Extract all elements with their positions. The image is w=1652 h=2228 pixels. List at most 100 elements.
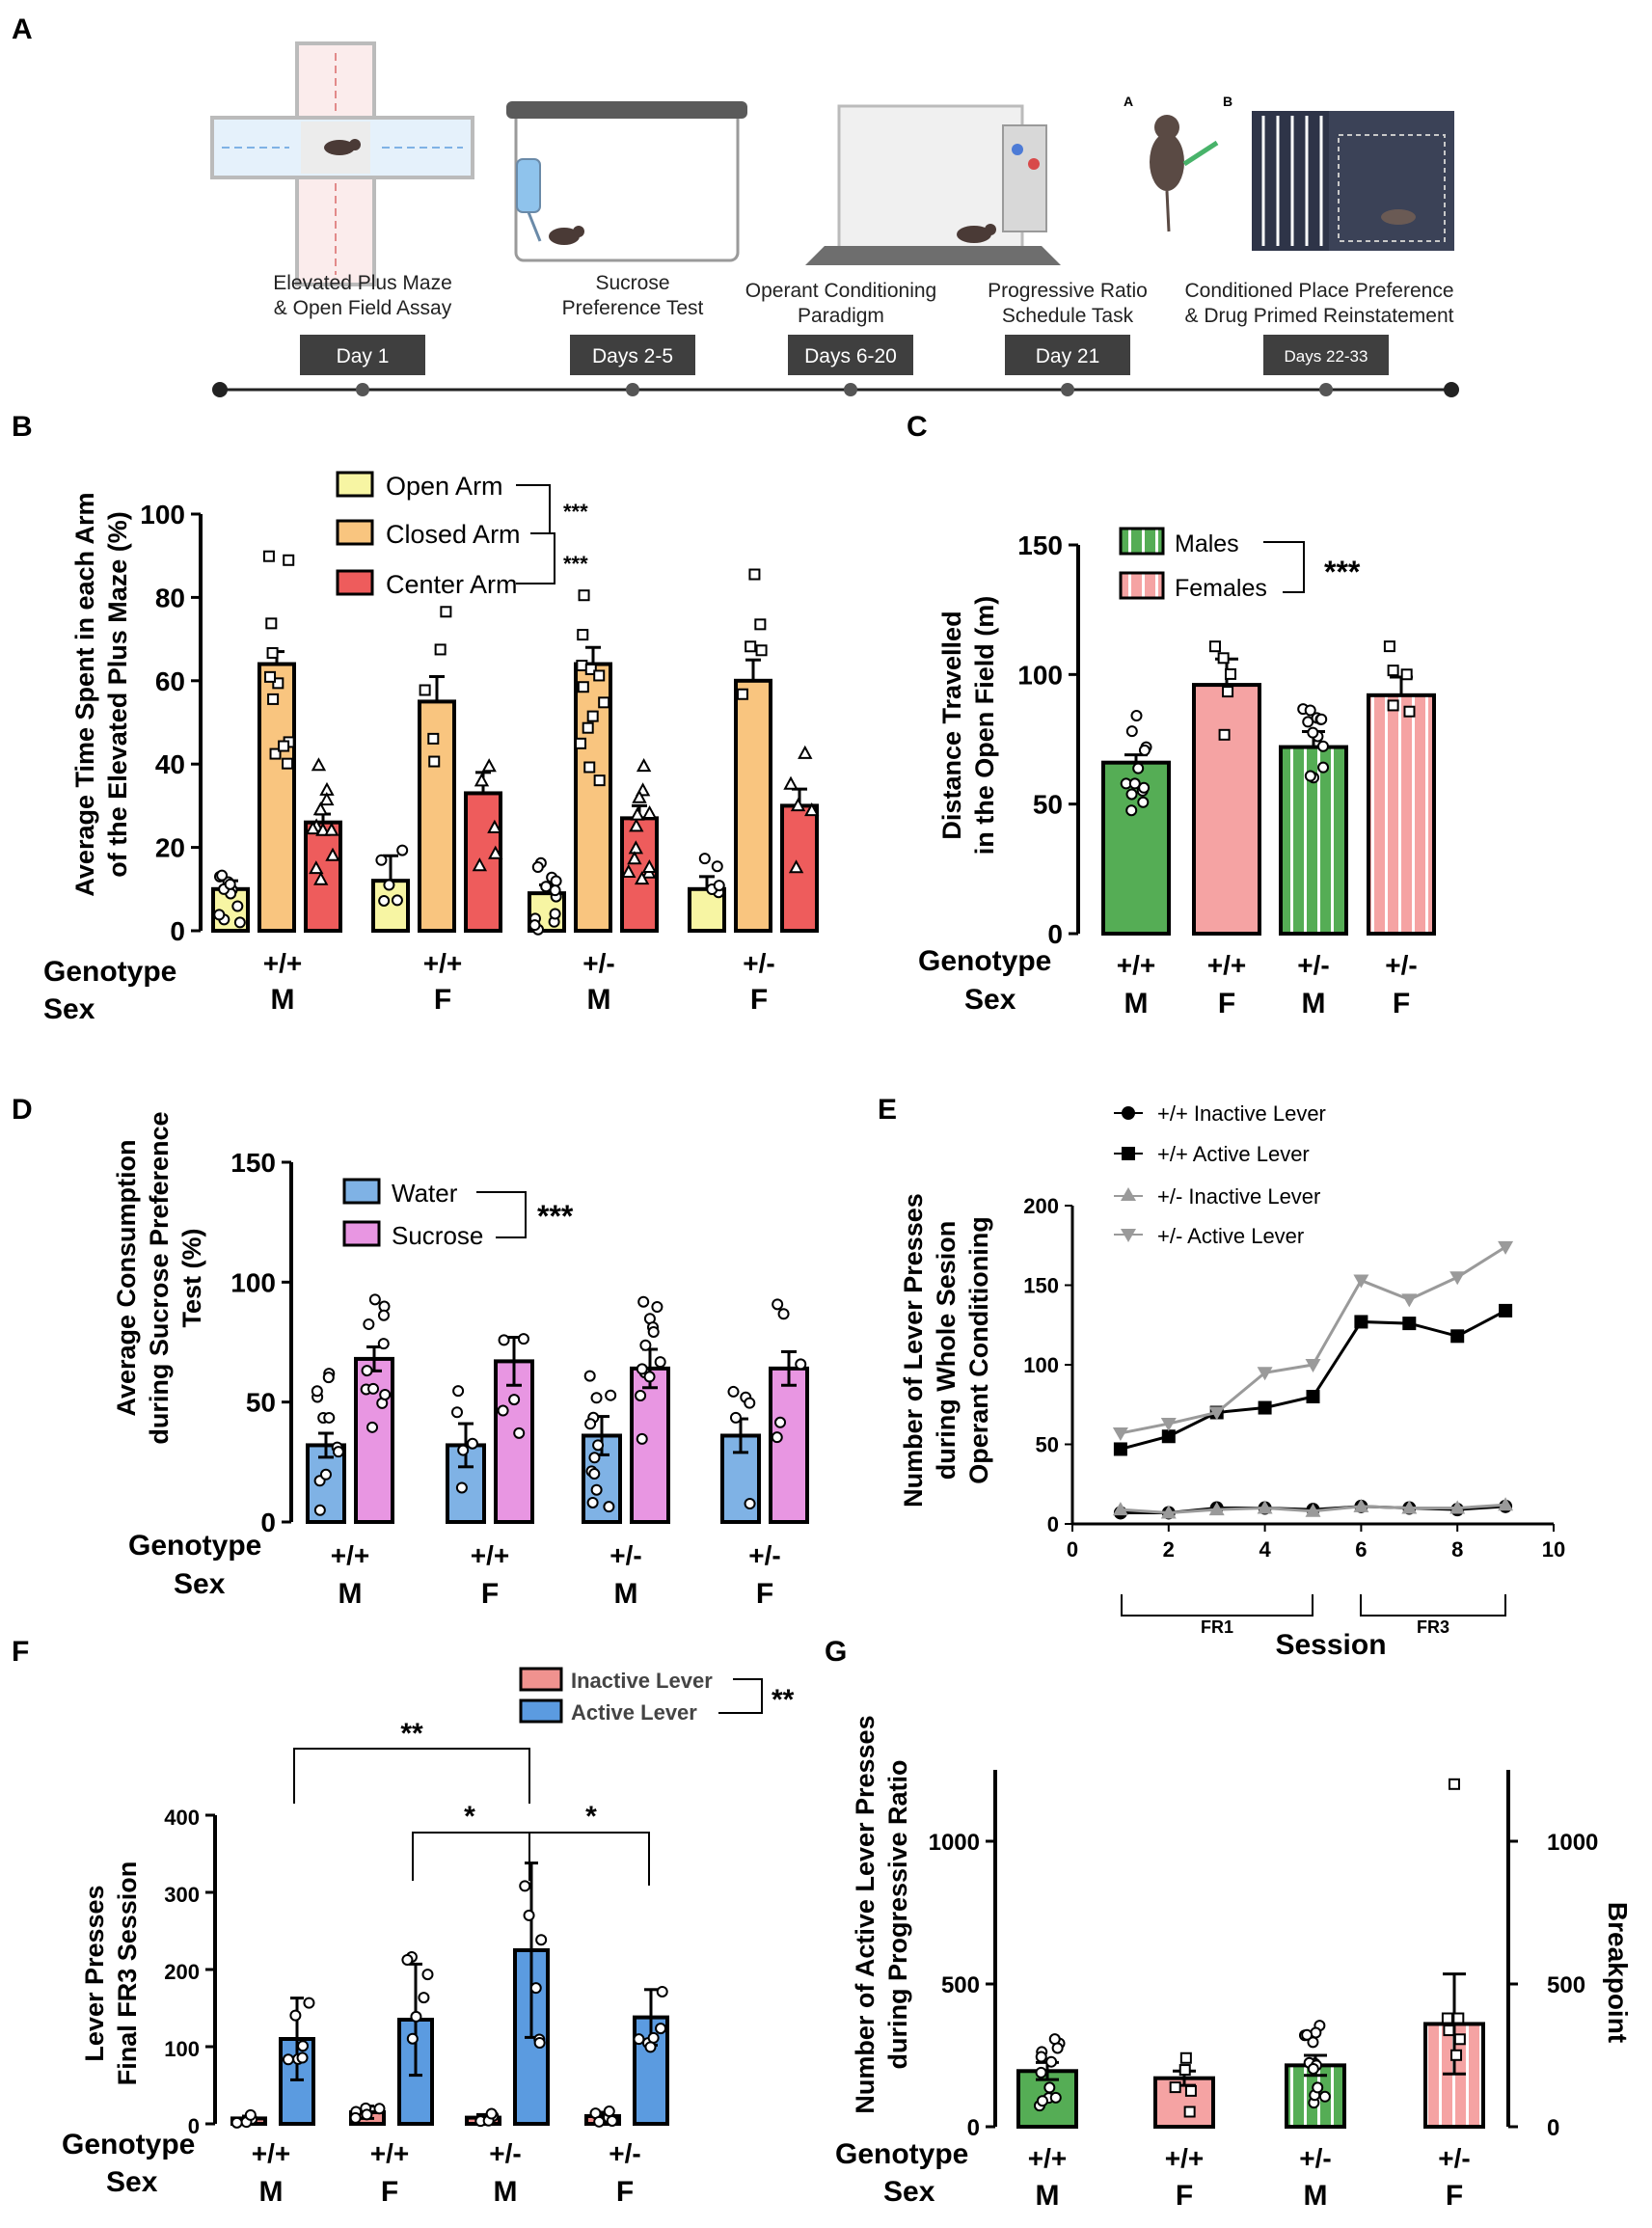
e-series-point	[1401, 1293, 1418, 1308]
c-point	[1138, 744, 1151, 756]
g-point	[1043, 2081, 1056, 2094]
d-point	[498, 1334, 510, 1346]
f-point	[230, 2116, 243, 2129]
row-label-g-sex: Sex	[883, 2176, 935, 2208]
f-point	[529, 1982, 542, 1995]
g-point	[1301, 2028, 1313, 2041]
legend-d-bracket	[476, 1191, 527, 1238]
legend-e-wt-inactive-label: +/+ Inactive Lever	[1157, 1101, 1326, 1126]
b-point	[213, 909, 226, 921]
b-point	[550, 875, 562, 887]
e-series-line	[1120, 1309, 1506, 1451]
c-point	[1128, 777, 1141, 790]
c-bar	[1367, 693, 1436, 936]
b-point	[313, 871, 329, 885]
e-x-tick-label: 2	[1163, 1537, 1175, 1562]
row-label-f-genotype: Genotype	[62, 2129, 195, 2160]
b-point	[577, 681, 589, 693]
e-y-tick-label: 50	[1036, 1433, 1059, 1457]
panel-label-e: E	[878, 1094, 897, 1126]
legend-f-bracket	[718, 1678, 763, 1714]
d-point	[323, 1411, 336, 1424]
b-y-tick-label: 20	[155, 833, 185, 863]
b-bar	[574, 662, 612, 934]
b-group-2-sex: F	[434, 984, 451, 1016]
c-point	[1125, 804, 1138, 817]
legend-b-closed-label: Closed Arm	[386, 520, 521, 549]
b-point	[549, 884, 561, 897]
d-point	[727, 1385, 740, 1398]
injection-mouse-illustration: A B	[1124, 94, 1232, 232]
f-point	[401, 1954, 414, 1967]
c-point	[1315, 713, 1328, 725]
legend-d-significance: ***	[537, 1199, 574, 1234]
d-point	[455, 1481, 468, 1494]
e-series-point	[1450, 1329, 1465, 1344]
e-series-point	[1161, 1429, 1176, 1444]
c-y-tick-label: 0	[1047, 919, 1063, 949]
f-point	[410, 2010, 422, 2023]
step-4-label-line-2: Schedule Task	[1002, 305, 1134, 327]
b-point	[428, 755, 441, 768]
c-point	[1137, 796, 1150, 808]
e-x-tick-label: 4	[1259, 1537, 1271, 1562]
b-point	[434, 643, 447, 656]
panel-c-ylabel-line-1: Distance Travelled	[937, 611, 966, 839]
f-point	[633, 2033, 645, 2046]
g-point	[1179, 2051, 1192, 2064]
b-point	[375, 854, 388, 866]
c-group-2-sex: F	[1218, 988, 1235, 1019]
b-bar	[304, 820, 342, 933]
row-label-c-genotype: Genotype	[918, 945, 1051, 977]
f-point	[606, 2114, 618, 2127]
b-point	[755, 644, 768, 657]
panel-f-marks	[230, 1861, 669, 2129]
legend-b-center-swatch	[336, 569, 374, 596]
b-point	[584, 663, 597, 675]
e-series-point	[1449, 1271, 1466, 1286]
g-group-2-sex: F	[1176, 2180, 1193, 2212]
legend-b-bracket-2	[516, 532, 555, 584]
c-point	[1307, 726, 1319, 739]
day-box-4	[1005, 335, 1130, 375]
b-point	[269, 747, 282, 760]
e-series-point	[1113, 1442, 1127, 1456]
b-point	[528, 919, 541, 932]
e-x-tick-label: 6	[1355, 1537, 1367, 1562]
e-series-point	[1112, 1426, 1128, 1441]
b-bar	[464, 791, 502, 933]
bracket-e-fr1	[1121, 1594, 1313, 1617]
timeline-end-dot	[1444, 382, 1459, 397]
f-y-tick-label: 400	[164, 1806, 200, 1830]
legend-c-males-swatch	[1119, 527, 1165, 556]
f-comparison-significance-2: *	[464, 1801, 475, 1833]
b-point	[391, 894, 403, 907]
f-point	[533, 2036, 546, 2049]
f-point	[296, 2051, 309, 2064]
e-series-point	[1353, 1274, 1369, 1289]
f-point	[603, 2106, 615, 2118]
panel-f-axes: 0 100 200 300 400	[164, 1806, 217, 2138]
step-4-label-line-1: Progressive Ratio	[988, 280, 1148, 302]
b-point	[583, 761, 596, 774]
b-point	[378, 894, 391, 907]
timeline-tick-4	[1061, 383, 1074, 396]
d-point	[637, 1295, 650, 1308]
f-group-1-sex: M	[259, 2176, 284, 2208]
e-y-tick-label: 0	[1047, 1512, 1059, 1536]
d-point	[590, 1483, 603, 1496]
d-point	[795, 1358, 807, 1371]
g-y-tick-label: 1000	[929, 1830, 980, 1856]
g-point	[1049, 2091, 1062, 2104]
c-point	[1130, 710, 1143, 722]
g-y-tick-label: 500	[941, 1972, 980, 1998]
panel-d-ylabel-line-1: Average Consumption	[112, 1139, 141, 1416]
day-4-label: Day 21	[1036, 345, 1100, 367]
legend-e-het-inactive-label: +/- Inactive Lever	[1157, 1184, 1320, 1209]
f-y-tick-label: 100	[164, 2037, 200, 2061]
day-box-3	[788, 335, 913, 375]
g-point	[1443, 2024, 1455, 2037]
b-point	[282, 757, 294, 770]
legend-b-closed-swatch	[336, 519, 374, 546]
d-point	[772, 1298, 784, 1311]
